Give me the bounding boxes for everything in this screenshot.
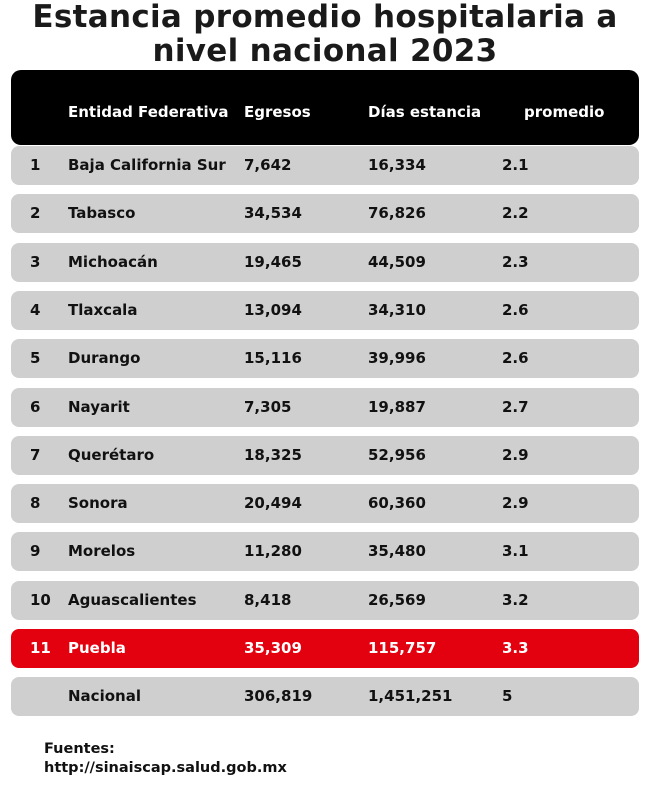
row-dias-estancia: 35,480	[368, 542, 426, 560]
row-entidad: Tlaxcala	[68, 301, 138, 319]
row-entidad: Nayarit	[68, 398, 130, 416]
row-rank: 11	[30, 639, 51, 657]
title-line-2: nivel nacional 2023	[152, 33, 498, 69]
row-rank: 5	[30, 349, 41, 367]
row-promedio: 2.9	[502, 446, 529, 464]
row-rank: 1	[30, 156, 41, 174]
row-promedio: 2.7	[502, 398, 529, 416]
row-rank: 3	[30, 253, 41, 271]
row-entidad: Aguascalientes	[68, 591, 197, 609]
row-rank: 8	[30, 494, 41, 512]
table-row: 2 Tabasco 34,534 76,826 2.2	[11, 194, 639, 233]
row-rank: 7	[30, 446, 41, 464]
header-egresos: Egresos	[244, 103, 311, 121]
row-entidad: Tabasco	[68, 204, 136, 222]
row-rank: 2	[30, 204, 41, 222]
row-entidad: Puebla	[68, 639, 126, 657]
table-row: 5 Durango 15,116 39,996 2.6	[11, 339, 639, 378]
row-egresos: 15,116	[244, 349, 302, 367]
row-promedio: 3.2	[502, 591, 529, 609]
row-entidad: Baja California Sur	[68, 156, 226, 174]
row-rank: 6	[30, 398, 41, 416]
table-row: 8 Sonora 20,494 60,360 2.9	[11, 484, 639, 523]
row-egresos: 8,418	[244, 591, 292, 609]
row-egresos: 7,642	[244, 156, 292, 174]
row-dias-estancia: 1,451,251	[368, 687, 453, 705]
header-entidad: Entidad Federativa	[68, 103, 229, 121]
row-dias-estancia: 39,996	[368, 349, 426, 367]
row-promedio: 5	[502, 687, 513, 705]
row-promedio: 2.6	[502, 301, 529, 319]
row-entidad: Nacional	[68, 687, 141, 705]
row-entidad: Durango	[68, 349, 141, 367]
row-promedio: 2.6	[502, 349, 529, 367]
row-dias-estancia: 19,887	[368, 398, 426, 416]
sources: Fuentes: http://sinaiscap.salud.gob.mx	[44, 740, 287, 778]
row-entidad: Sonora	[68, 494, 128, 512]
table-row: 4 Tlaxcala 13,094 34,310 2.6	[11, 291, 639, 330]
table-row: Nacional 306,819 1,451,251 5	[11, 677, 639, 716]
row-entidad: Morelos	[68, 542, 136, 560]
row-dias-estancia: 44,509	[368, 253, 426, 271]
row-promedio: 2.9	[502, 494, 529, 512]
table-row: 7 Querétaro 18,325 52,956 2.9	[11, 436, 639, 475]
row-egresos: 19,465	[244, 253, 302, 271]
row-dias-estancia: 16,334	[368, 156, 426, 174]
table-row: 11 Puebla 35,309 115,757 3.3	[11, 629, 639, 668]
row-dias-estancia: 60,360	[368, 494, 426, 512]
row-egresos: 13,094	[244, 301, 302, 319]
row-dias-estancia: 34,310	[368, 301, 426, 319]
row-promedio: 3.3	[502, 639, 529, 657]
table-row: 1 Baja California Sur 7,642 16,334 2.1	[11, 146, 639, 185]
row-egresos: 7,305	[244, 398, 292, 416]
row-promedio: 2.2	[502, 204, 529, 222]
row-entidad: Querétaro	[68, 446, 155, 464]
table-header: Entidad Federativa Egresos Días estancia…	[11, 70, 639, 145]
row-dias-estancia: 115,757	[368, 639, 437, 657]
row-dias-estancia: 76,826	[368, 204, 426, 222]
sources-label: Fuentes:	[44, 741, 115, 757]
table-row: 10 Aguascalientes 8,418 26,569 3.2	[11, 581, 639, 620]
row-dias-estancia: 52,956	[368, 446, 426, 464]
table-row: 6 Nayarit 7,305 19,887 2.7	[11, 388, 639, 427]
row-promedio: 2.1	[502, 156, 529, 174]
row-egresos: 35,309	[244, 639, 302, 657]
row-egresos: 18,325	[244, 446, 302, 464]
row-egresos: 34,534	[244, 204, 302, 222]
row-egresos: 306,819	[244, 687, 313, 705]
row-rank: 9	[30, 542, 41, 560]
row-egresos: 20,494	[244, 494, 302, 512]
table-row: 9 Morelos 11,280 35,480 3.1	[11, 532, 639, 571]
row-egresos: 11,280	[244, 542, 302, 560]
header-dias-estancia: Días estancia	[368, 103, 482, 121]
page-title: Estancia promedio hospitalaria a nivel n…	[0, 0, 650, 68]
row-promedio: 2.3	[502, 253, 529, 271]
header-promedio: promedio	[524, 103, 605, 121]
row-dias-estancia: 26,569	[368, 591, 426, 609]
row-entidad: Michoacán	[68, 253, 158, 271]
sources-url: http://sinaiscap.salud.gob.mx	[44, 760, 287, 776]
row-rank: 10	[30, 591, 51, 609]
row-promedio: 3.1	[502, 542, 529, 560]
row-rank: 4	[30, 301, 41, 319]
table-row: 3 Michoacán 19,465 44,509 2.3	[11, 243, 639, 282]
title-line-1: Estancia promedio hospitalaria a	[32, 0, 618, 35]
